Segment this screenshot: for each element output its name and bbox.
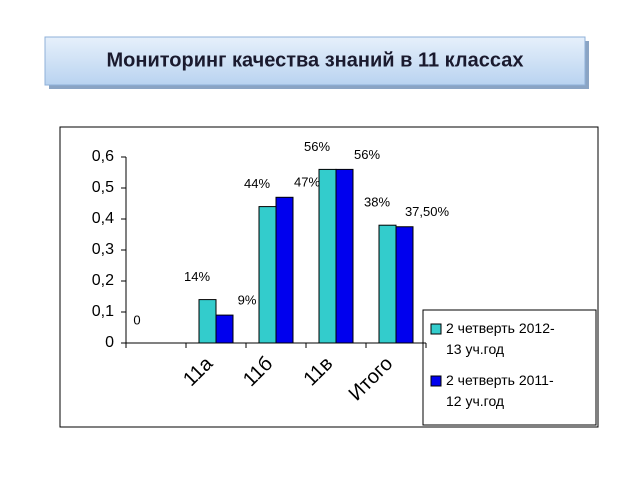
bar bbox=[378, 224, 397, 344]
value-label: 9% bbox=[238, 293, 257, 308]
value-label: 38% bbox=[364, 195, 390, 210]
bar bbox=[318, 168, 337, 344]
value-label: 44% bbox=[244, 176, 270, 191]
bar bbox=[275, 196, 294, 344]
value-label: 0 bbox=[133, 312, 140, 327]
y-tick-label: 0,5 bbox=[92, 179, 114, 196]
y-tick-label: 0,4 bbox=[92, 210, 114, 227]
legend-label: 2 четверть 2012-13 уч.год bbox=[446, 320, 555, 357]
value-label: 47% bbox=[294, 175, 320, 190]
y-tick-label: 0,3 bbox=[92, 241, 114, 258]
y-tick-label: 0,2 bbox=[92, 272, 114, 289]
value-label: 37,50% bbox=[405, 204, 450, 219]
legend-label: 2 четверть 2011-12 уч.год bbox=[446, 372, 554, 409]
legend-swatch bbox=[430, 375, 442, 387]
value-label: 56% bbox=[304, 139, 330, 154]
legend-box bbox=[422, 309, 597, 426]
bar bbox=[395, 226, 414, 344]
y-tick-label: 0 bbox=[105, 334, 114, 351]
title: Мониторинг качества знаний в 11 классах bbox=[107, 49, 524, 71]
y-tick-label: 0,1 bbox=[92, 303, 114, 320]
legend-swatch bbox=[430, 323, 442, 335]
value-label: 14% bbox=[184, 269, 210, 284]
bar bbox=[335, 168, 354, 344]
bar bbox=[258, 206, 277, 344]
value-label: 56% bbox=[354, 147, 380, 162]
bar bbox=[198, 299, 217, 344]
bar bbox=[215, 314, 234, 344]
y-tick-label: 0,6 bbox=[92, 148, 114, 165]
title-box bbox=[44, 36, 586, 86]
